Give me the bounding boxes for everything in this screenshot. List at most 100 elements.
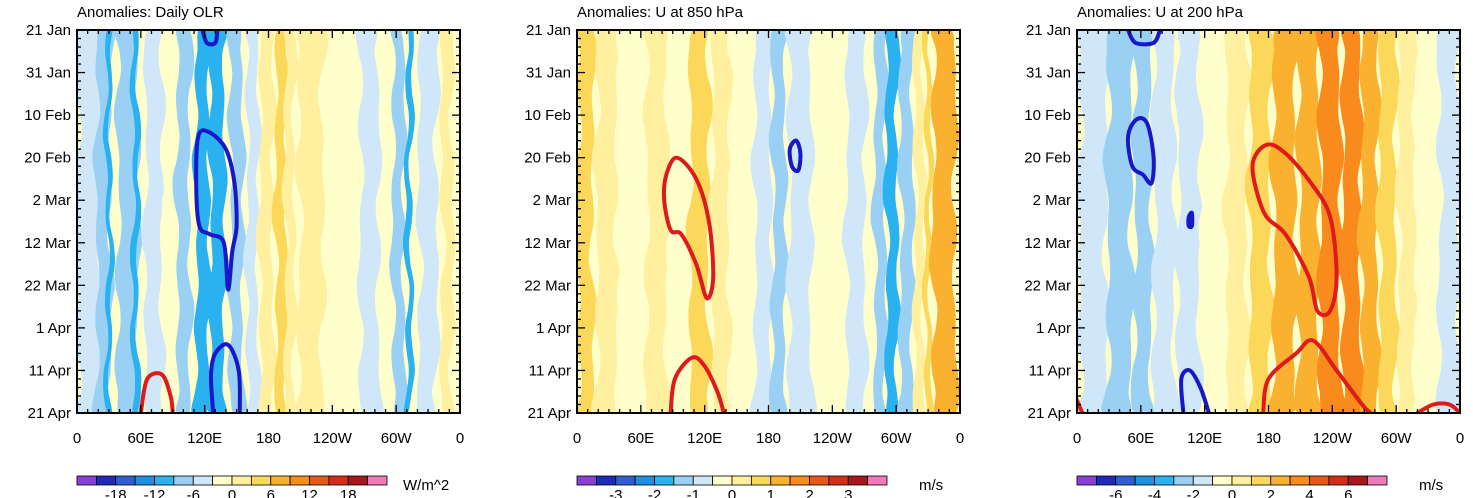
shade-band: [438, 30, 456, 413]
shade-band: [1221, 30, 1252, 413]
negative-contour: [208, 342, 242, 413]
x-tick-label: 60W: [881, 430, 913, 447]
x-tick-label: 0: [1073, 430, 1081, 447]
shade-band: [749, 30, 778, 413]
y-tick-label: 31 Jan: [526, 65, 571, 82]
y-tick-label: 21 Jan: [526, 22, 571, 39]
colorbar-swatch: [1347, 475, 1369, 486]
shade-band: [1412, 30, 1441, 413]
shade-band: [1130, 30, 1156, 413]
colorbar-label: 2: [1267, 487, 1275, 498]
positive-contour: [661, 155, 716, 301]
colorbar-label: -1: [687, 487, 700, 498]
shade-band: [1294, 30, 1324, 413]
colorbar-swatch: [1173, 475, 1194, 486]
shade-band: [327, 30, 359, 413]
shade-band: [205, 30, 229, 413]
colorbar: -6 -4 -2 0 2 4 6: [1076, 475, 1388, 498]
y-tick-label: 22 Mar: [24, 277, 71, 294]
x-axis-labels: 0 60E 120E 180 120W 60W 0: [73, 430, 464, 447]
y-tick-label: 20 Feb: [24, 150, 71, 167]
x-tick-label: 120E: [687, 430, 722, 447]
colorbar-swatch: [1115, 475, 1136, 486]
colorbar: -18 -12 -6 0 6 12 18: [76, 475, 388, 498]
colorbar-swatch: [1076, 475, 1097, 486]
shade-band: [911, 30, 928, 413]
x-tick-label: 180: [756, 430, 781, 447]
colorbar-swatch: [828, 475, 849, 486]
y-tick-label: 1 Apr: [536, 320, 571, 337]
positive-contour: [1250, 142, 1339, 318]
colorbar-swatch: [1289, 475, 1310, 486]
y-tick-label: 10 Feb: [1024, 107, 1071, 124]
shade-band: [1244, 30, 1276, 413]
y-tick-label: 31 Jan: [26, 65, 71, 82]
y-axis-labels: 21 Jan 31 Jan 10 Feb 20 Feb 2 Mar 12 Mar 22 Ma…: [1024, 22, 1071, 422]
colorbar-swatch: [367, 475, 388, 486]
heatmap-field: [1077, 30, 1460, 413]
colorbar-swatch: [654, 475, 675, 486]
shade-band: [1149, 30, 1179, 413]
colorbar-swatch: [76, 475, 97, 486]
colorbar-swatch: [250, 475, 272, 486]
shade-band: [141, 30, 167, 413]
colorbar-label: 2: [805, 487, 813, 498]
y-tick-label: 11 Apr: [1029, 362, 1071, 379]
colorbar-swatch: [115, 475, 136, 486]
positive-contour: [138, 371, 175, 413]
shade-band: [928, 30, 960, 413]
x-tick-label: 60E: [1127, 430, 1154, 447]
x-tick-label: 0: [1456, 430, 1464, 447]
x-tick-label: 180: [256, 430, 281, 447]
x-tick-label: 120W: [313, 430, 353, 447]
x-tick-label: 0: [573, 430, 581, 447]
shade-band: [355, 30, 384, 413]
colorbar-swatch: [692, 475, 714, 486]
colorbar-swatch: [95, 475, 117, 486]
colorbar-label: -4: [1148, 487, 1161, 498]
colorbar-swatch: [770, 475, 791, 486]
negative-contour: [1179, 368, 1211, 413]
shade-band: [129, 30, 142, 413]
positive-contour: [1415, 401, 1460, 413]
shade-band: [1101, 30, 1138, 413]
x-tick-label: 180: [1256, 430, 1281, 447]
colorbar-swatch: [615, 475, 636, 486]
y-tick-label: 21 Apr: [1028, 405, 1071, 422]
colorbar-swatch: [867, 475, 888, 486]
colorbar-label: -2: [648, 487, 661, 498]
shade-band: [870, 30, 890, 413]
y-tick-label: 20 Feb: [1024, 150, 1071, 167]
shade-band: [1356, 30, 1383, 413]
shade-band: [784, 30, 817, 413]
panel-title: Anomalies: U at 850 hPa: [577, 4, 744, 21]
y-tick-label: 2 Mar: [533, 192, 571, 209]
shade-band: [841, 30, 870, 413]
y-tick-label: 21 Apr: [528, 405, 571, 422]
shade-band: [685, 30, 714, 413]
x-tick-label: 60W: [1381, 430, 1413, 447]
shade-band: [1394, 30, 1420, 413]
y-tick-label: 22 Mar: [524, 277, 571, 294]
colorbar-swatch: [673, 475, 694, 486]
shade-band: [768, 30, 790, 413]
colorbar-swatch: [712, 475, 733, 486]
negative-contour: [1125, 116, 1156, 186]
shade-band: [281, 30, 299, 413]
shade-band: [402, 30, 415, 413]
colorbar-swatch: [134, 475, 155, 486]
colorbar-swatch: [847, 475, 869, 486]
colorbar-label: -2: [1187, 487, 1200, 498]
y-tick-label: 2 Mar: [33, 192, 71, 209]
shade-band: [271, 30, 292, 413]
colorbar-swatch: [154, 475, 175, 486]
y-axis-labels: 21 Jan 31 Jan 10 Feb 20 Feb 2 Mar 12 Mar 22 Ma…: [24, 22, 71, 422]
y-tick-label: 12 Mar: [524, 235, 571, 252]
shade-band: [1077, 30, 1112, 413]
colorbar-swatch: [1309, 475, 1330, 486]
shade-band: [707, 30, 734, 413]
panel-u200: Anomalies: U at 200 hPa 21 Jan 31 Jan 10 F…: [1024, 4, 1464, 498]
shade-band: [642, 30, 672, 413]
